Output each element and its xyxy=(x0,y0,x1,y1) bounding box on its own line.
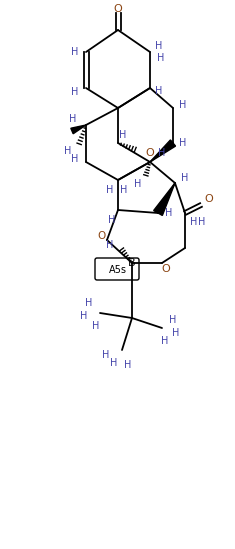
Text: H: H xyxy=(158,148,166,158)
Text: H: H xyxy=(124,360,132,370)
Text: H: H xyxy=(161,336,169,346)
Text: H: H xyxy=(71,47,79,57)
Text: H: H xyxy=(106,185,114,195)
Text: A5s: A5s xyxy=(109,265,127,275)
Polygon shape xyxy=(71,125,86,134)
Text: H: H xyxy=(169,315,177,325)
Text: H: H xyxy=(172,328,180,338)
Text: H: H xyxy=(71,87,79,97)
Text: H: H xyxy=(179,100,187,110)
Text: O: O xyxy=(146,148,154,158)
Text: H: H xyxy=(64,146,72,156)
Text: H: H xyxy=(181,173,189,183)
FancyBboxPatch shape xyxy=(95,258,139,280)
Text: H: H xyxy=(179,138,187,148)
Text: H: H xyxy=(157,53,165,63)
Text: H: H xyxy=(155,86,163,96)
Text: O: O xyxy=(114,4,122,14)
Text: H: H xyxy=(71,154,79,164)
Text: H: H xyxy=(120,185,128,195)
Text: O: O xyxy=(97,231,105,241)
Text: H: H xyxy=(106,240,114,250)
Polygon shape xyxy=(154,183,175,215)
Text: H: H xyxy=(119,130,127,140)
Text: H: H xyxy=(110,358,118,368)
Text: O: O xyxy=(162,264,170,274)
Text: O: O xyxy=(205,194,213,204)
Text: H: H xyxy=(69,114,77,124)
Text: H: H xyxy=(102,350,110,360)
Text: H: H xyxy=(108,215,116,225)
Text: H: H xyxy=(190,217,198,227)
Polygon shape xyxy=(150,140,176,162)
Text: H: H xyxy=(80,311,88,321)
Text: B: B xyxy=(128,258,136,268)
Text: H: H xyxy=(85,298,93,308)
Text: H: H xyxy=(165,208,173,218)
Text: H: H xyxy=(92,321,100,331)
Text: H: H xyxy=(198,217,206,227)
Text: H: H xyxy=(134,179,142,189)
Text: H: H xyxy=(155,41,163,51)
